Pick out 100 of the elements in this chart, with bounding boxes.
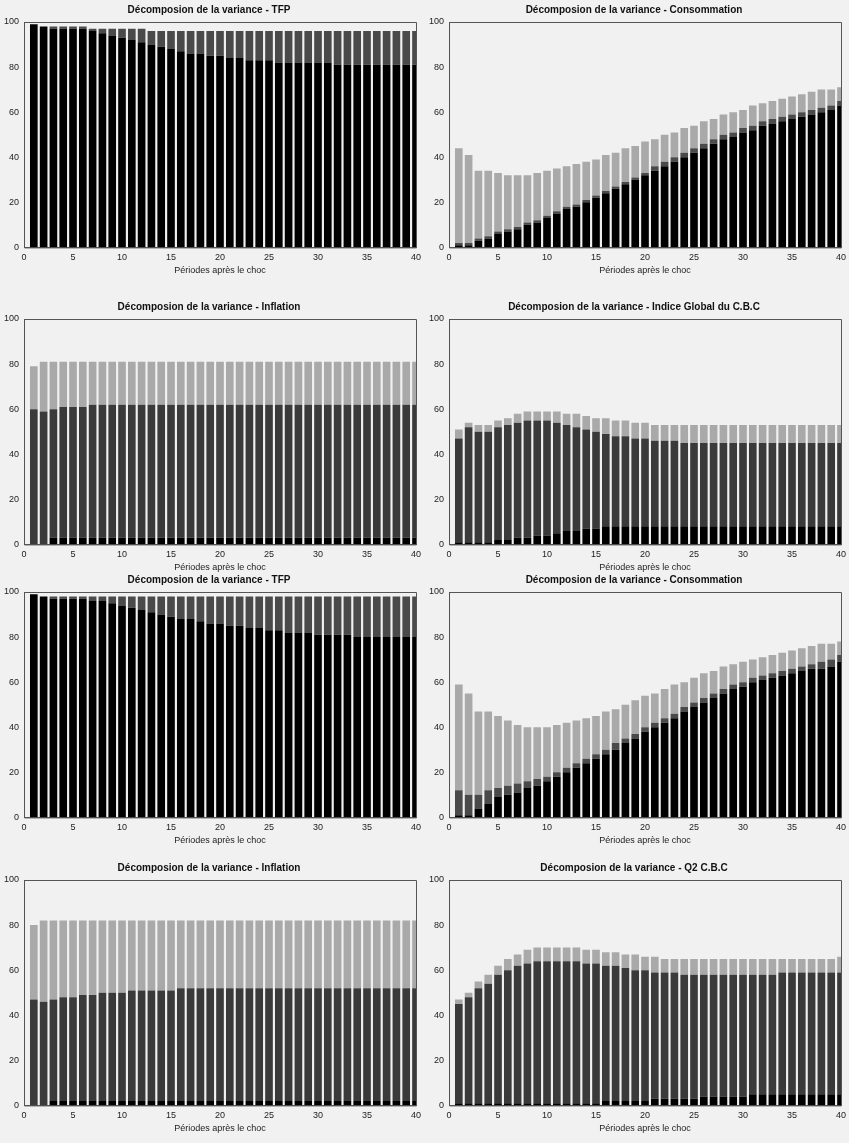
bar [641,422,649,439]
bar [167,404,175,538]
bar [650,440,659,527]
bar [699,424,708,443]
bar [108,537,117,545]
bar [817,1094,826,1106]
bar [176,31,185,52]
bar [807,664,816,669]
bar [641,1100,649,1106]
bar [167,990,175,1101]
bar [650,526,659,545]
bar [333,920,342,989]
bar [225,537,234,545]
y-tick-label: 0 [439,241,445,252]
bar [670,132,679,158]
bar [719,958,728,975]
bar [284,404,293,538]
y-tick-label: 60 [434,403,445,414]
x-tick-label: 35 [361,252,373,263]
y-tick-label: 0 [14,538,20,549]
bar [758,1094,767,1106]
bar [127,920,136,991]
bar [817,661,826,669]
x-tick-label: 35 [361,822,373,833]
bar [572,763,581,768]
bar [176,361,185,405]
bar [118,992,126,1101]
bar [284,62,293,248]
bar [108,361,117,405]
bar [78,920,87,995]
bar [225,31,234,59]
bar [592,528,600,545]
bar [670,718,679,818]
bar [494,231,502,234]
bar [494,965,502,975]
bar [186,361,195,405]
bar [513,954,522,966]
x-tick-label: 20 [215,822,226,833]
bar [562,166,571,207]
bar [323,1100,332,1106]
bar [641,526,649,545]
x-tick-label: 30 [738,549,749,560]
bar [758,657,767,676]
bar [778,121,787,248]
x-tick-label: 40 [410,549,422,560]
bar [748,677,757,683]
bar [294,31,303,63]
bar [543,420,551,536]
y-tick-label: 60 [434,106,445,117]
bar [768,526,777,545]
y-tick-label: 100 [428,586,445,597]
bar [641,727,649,732]
y-tick-label: 60 [434,964,445,975]
bar [709,958,718,975]
bar [454,148,463,243]
bar [650,139,659,167]
bar [797,958,806,973]
bar [304,988,313,1101]
bar [392,64,401,248]
bar [176,920,185,989]
bar [768,123,777,248]
x-tick-label: 10 [542,822,553,833]
bar [284,361,293,405]
bar [709,974,718,1097]
bar [225,58,234,248]
bar [304,920,313,989]
bar [699,526,708,545]
y-tick-label: 60 [434,676,445,687]
bar [797,94,806,113]
y-tick-label: 60 [9,403,20,414]
bar [817,89,826,108]
x-tick-label: 35 [786,252,798,263]
bar [484,803,493,818]
bar [660,688,669,719]
bar [206,623,215,818]
bar [69,596,77,599]
bar [157,596,166,615]
x-tick-label: 40 [835,252,847,263]
bar [729,112,738,133]
bar [543,776,551,782]
bar [353,404,362,538]
bar [274,988,283,1101]
bar [69,28,77,248]
bar [363,637,371,818]
bar [768,100,777,119]
bar [216,537,224,545]
bar [552,533,561,545]
bar [533,779,542,786]
bar [601,433,610,527]
bar [255,31,264,61]
bar [127,596,136,608]
bar [225,920,234,989]
x-tick-label: 15 [166,252,177,263]
bar [768,655,777,674]
y-tick-label: 80 [434,631,445,642]
bar [827,105,836,110]
x-tick-label: 15 [591,1110,602,1121]
bar [39,596,48,818]
x-tick-label: 35 [786,549,798,560]
bar [601,711,610,750]
